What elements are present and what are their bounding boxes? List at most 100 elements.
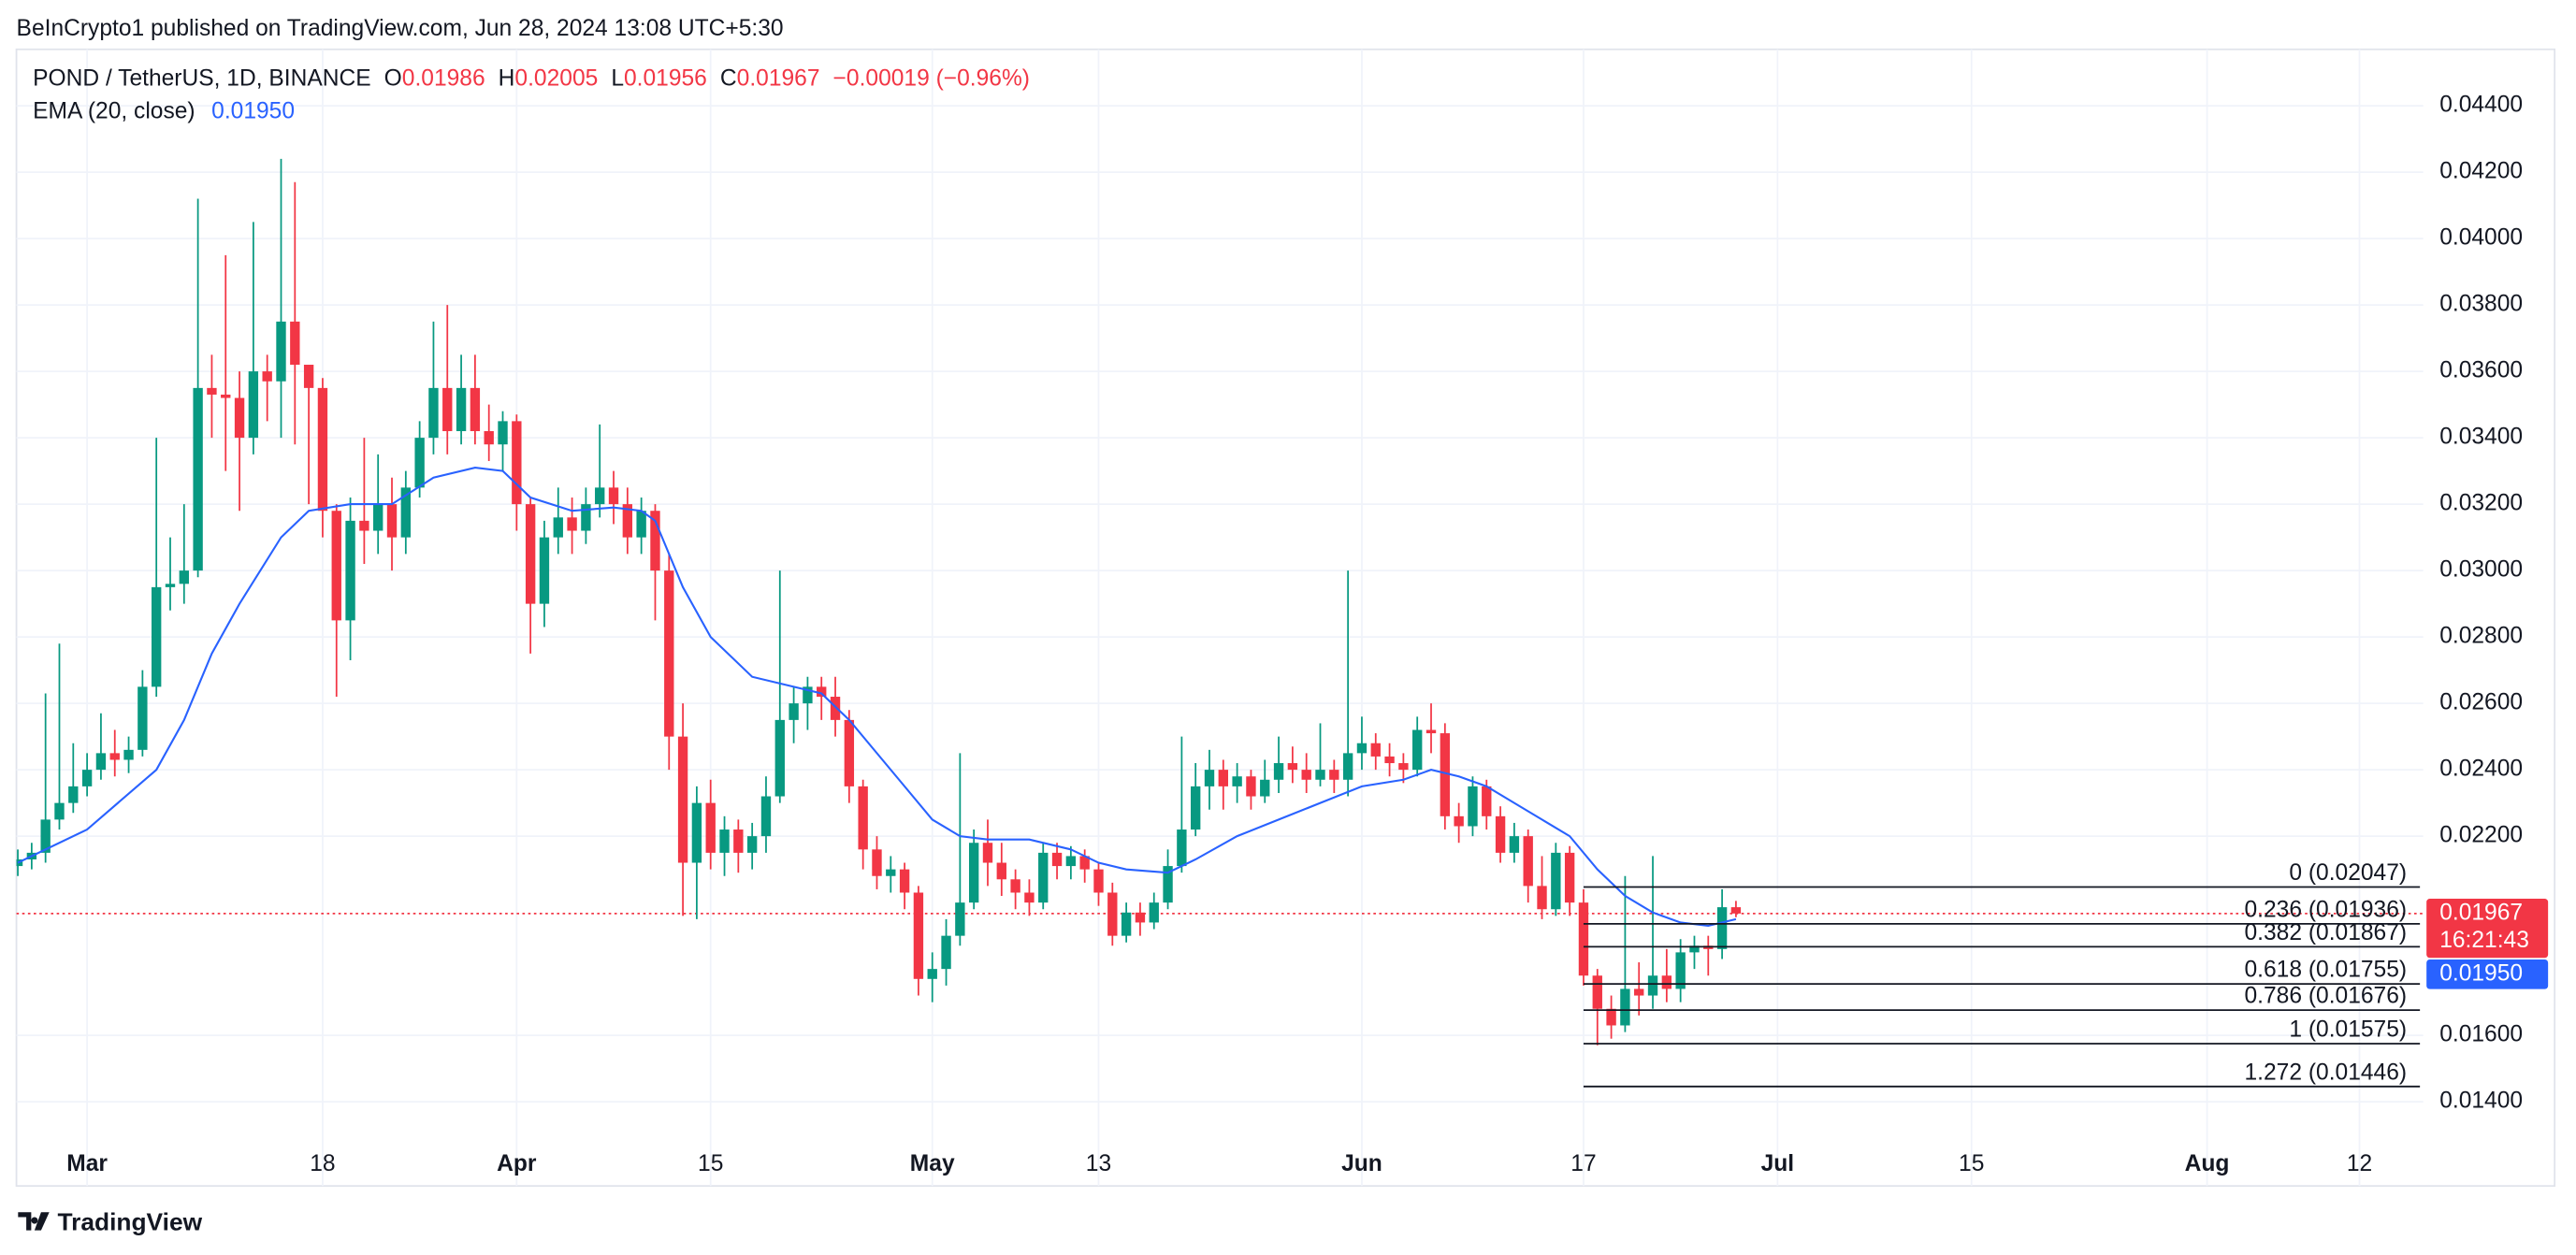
candle-body (373, 504, 384, 531)
candle-body (1024, 892, 1035, 903)
price-countdown: 16:21:43 (2439, 928, 2529, 953)
candle-body (886, 869, 896, 876)
candle-body (1356, 743, 1368, 754)
candle-body (1495, 815, 1506, 853)
price-label: 0.01967 (2439, 900, 2523, 925)
candle-body (317, 387, 328, 512)
candle-body (1606, 1008, 1616, 1026)
candle-body (1301, 770, 1311, 780)
candle-body (109, 753, 120, 760)
candle-body (68, 786, 79, 803)
candle-body (595, 487, 605, 505)
low-value: 0.01956 (624, 65, 707, 91)
y-tick-label: 0.03000 (2439, 557, 2523, 583)
candle-body (179, 570, 189, 584)
candle-body (1038, 852, 1049, 903)
candle-body (539, 537, 550, 604)
candle-body (1218, 770, 1228, 786)
candle-body (207, 387, 217, 395)
candle-body (719, 829, 730, 853)
candle-body (359, 520, 369, 531)
candle-body (622, 504, 633, 538)
candle-body (512, 421, 522, 505)
open-key: O (384, 65, 402, 91)
candle-body (581, 504, 591, 531)
candle-body (123, 749, 134, 760)
x-tick-label: Aug (2185, 1151, 2230, 1176)
candle-body (1564, 852, 1575, 903)
candle-body (1454, 815, 1464, 827)
symbol: POND / TetherUS, 1D, BINANCE (33, 65, 370, 91)
candle-body (1661, 975, 1672, 989)
price-label-box (2426, 899, 2549, 959)
fib-label: 0.236 (0.01936) (2245, 897, 2408, 922)
x-tick-label: Jun (1341, 1151, 1382, 1176)
ema-name: EMA (20, close) (33, 98, 195, 123)
change-value: −0.00019 (−0.96%) (833, 65, 1030, 91)
candle-body (1342, 753, 1353, 780)
open-value: 0.01986 (402, 65, 485, 91)
candle-body (1177, 829, 1187, 867)
candle-body (276, 321, 286, 382)
candle-body (1010, 879, 1020, 893)
candle-body (1079, 856, 1090, 870)
candle-body (677, 736, 688, 863)
candle-body (456, 387, 467, 432)
x-tick-label: 17 (1570, 1151, 1596, 1176)
candle-body (1315, 770, 1325, 780)
candle-body (1273, 763, 1284, 780)
candle-body (303, 365, 314, 388)
candle-body (872, 849, 882, 876)
candle-body (553, 517, 563, 538)
fib-label: 1 (0.01575) (2289, 1017, 2407, 1042)
candle-body (525, 504, 536, 604)
candle-body (1537, 886, 1547, 910)
candle-body (691, 802, 702, 863)
candle-body (165, 584, 176, 587)
candle-body (1412, 729, 1423, 771)
ema-legend: EMA (20, close) 0.01950 (33, 98, 295, 123)
y-tick-label: 0.02400 (2439, 757, 2523, 782)
x-tick-label: Apr (497, 1151, 537, 1176)
candle-body (1592, 975, 1602, 1009)
candle-body (428, 387, 439, 439)
ema-line (17, 467, 1737, 928)
candle-body (941, 935, 951, 970)
candle-body (913, 892, 924, 979)
candle-body (1121, 912, 1132, 936)
candle-body (1509, 836, 1520, 853)
candle-body (1675, 952, 1686, 989)
header: BeInCrypto1 published on TradingView.com… (17, 16, 784, 41)
candle-body (1647, 975, 1658, 996)
low-key: L (611, 65, 624, 91)
candle-body (248, 371, 259, 439)
candle-body (331, 511, 341, 621)
y-tick-label: 0.03600 (2439, 358, 2523, 383)
candle-body (1232, 776, 1242, 786)
candle-body (1329, 770, 1339, 780)
price-label-box (2426, 959, 2549, 989)
candle-body (650, 511, 660, 571)
candle-body (470, 387, 481, 432)
candle-body (151, 586, 162, 687)
y-tick-label: 0.02600 (2439, 690, 2523, 715)
candle-body (1620, 988, 1630, 1026)
footer-brand: TradingView (57, 1208, 202, 1236)
candle-body (95, 753, 107, 771)
high-key: H (499, 65, 515, 91)
candle-body (774, 719, 785, 797)
candle-body (996, 862, 1006, 880)
candle-body (1191, 786, 1201, 830)
candle-body (290, 321, 300, 366)
chart-frame (15, 48, 2556, 1188)
candle-body (1093, 869, 1104, 893)
candle-body (664, 570, 674, 737)
fib-label: 0 (0.02047) (2289, 860, 2407, 886)
candle-body (40, 819, 51, 853)
y-tick-label: 0.02200 (2439, 823, 2523, 848)
x-tick-label: Mar (66, 1151, 108, 1176)
candle-body (899, 869, 910, 893)
x-tick-label: 18 (310, 1151, 335, 1176)
candle-body (234, 397, 245, 439)
